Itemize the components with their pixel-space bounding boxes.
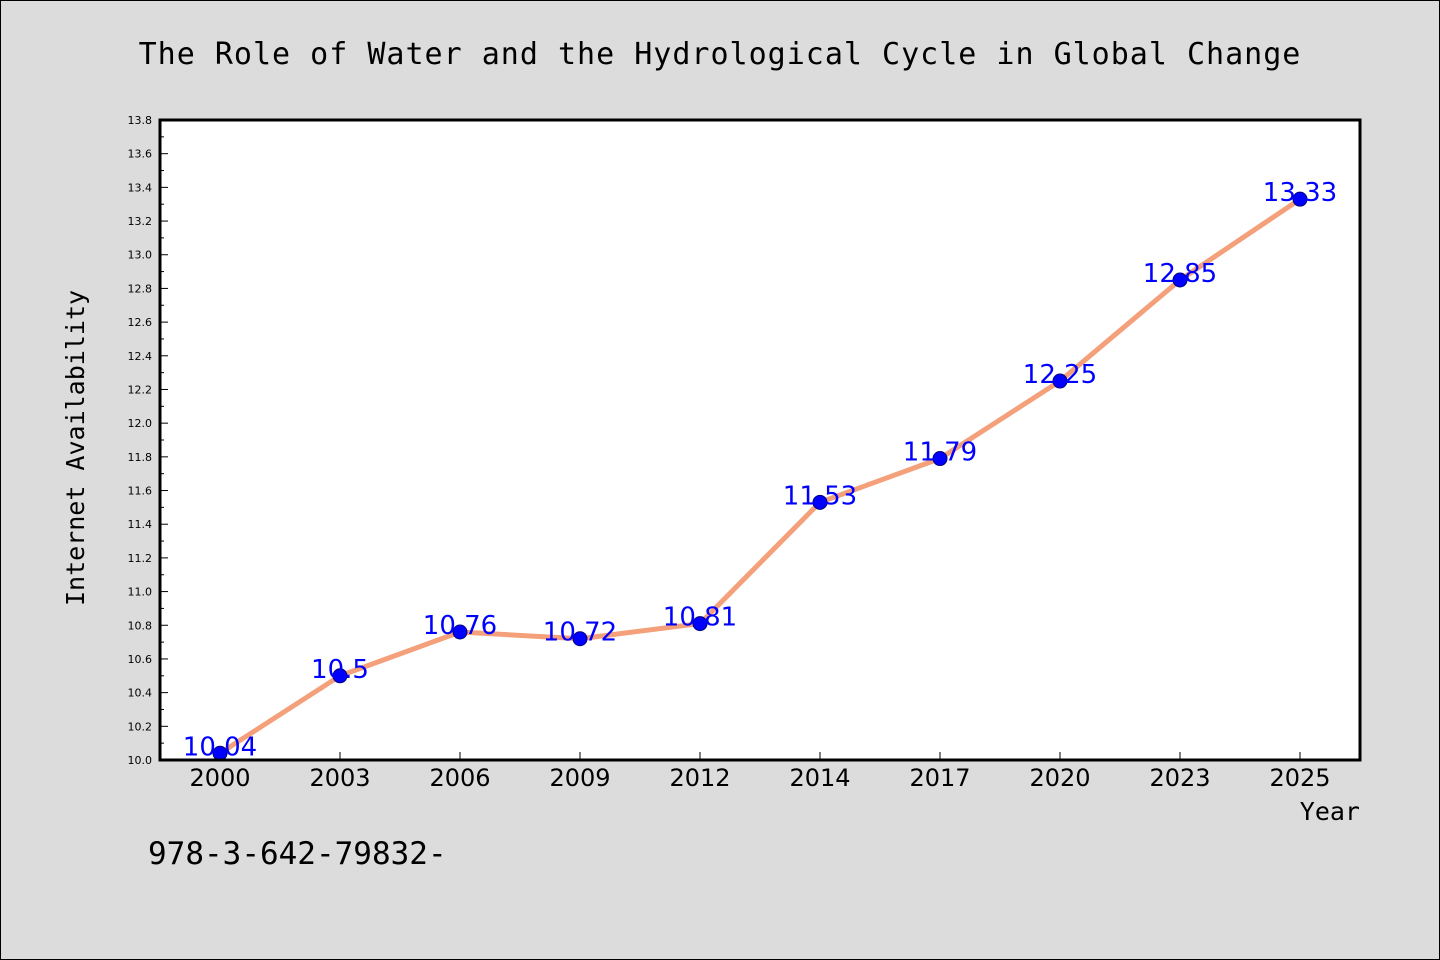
data-point <box>1292 191 1308 207</box>
data-point <box>1052 373 1068 389</box>
series-line <box>217 196 1303 756</box>
data-label: 10.76 <box>423 611 497 641</box>
y-axis-ticks: 10.0 10.2 10.4 10.6 10.8 11.0 11.2 11.4 11.6 11.8… <box>128 114 168 767</box>
data-point <box>692 616 708 632</box>
y-tick-label: 13.8 <box>128 114 153 127</box>
x-tick-label: 2020 <box>1029 764 1090 792</box>
x-axis-label: Year <box>1300 797 1360 826</box>
y-tick-label: 13.2 <box>128 215 153 228</box>
data-label: 10.04 <box>183 732 257 762</box>
x-tick-label: 2025 <box>1269 764 1330 792</box>
y-tick-label: 13.0 <box>128 249 153 262</box>
y-tick-label: 12.6 <box>128 316 153 329</box>
y-tick-label: 12.4 <box>128 350 153 363</box>
y-tick-label: 13.4 <box>128 181 153 194</box>
data-label: 12.25 <box>1023 360 1097 390</box>
y-tick-label: 10.2 <box>128 720 153 733</box>
y-tick-label: 12.0 <box>128 417 153 430</box>
y-tick-label: 10.8 <box>128 619 153 632</box>
plot-area <box>160 120 1360 760</box>
y-tick-label: 11.6 <box>128 485 153 498</box>
y-tick-label: 11.2 <box>128 552 153 565</box>
x-tick-label: 2009 <box>549 764 610 792</box>
x-axis-ticks: 2000 2003 2006 2009 2012 2014 2017 2020 2023 2025 <box>189 752 1331 792</box>
data-labels: 10.04 10.5 10.76 10.72 10.81 11.53 11.79 12.25 1… <box>183 178 1337 762</box>
x-tick-label: 2006 <box>429 764 490 792</box>
data-label: 13.33 <box>1263 178 1337 208</box>
data-label: 11.79 <box>903 438 977 468</box>
footnote: 978-3-642-79832- <box>148 836 447 872</box>
y-tick-label: 12.2 <box>128 383 153 396</box>
data-point <box>1172 272 1188 288</box>
x-tick-label: 2017 <box>909 764 970 792</box>
y-tick-label: 10.0 <box>128 754 153 767</box>
data-label: 10.5 <box>311 655 369 685</box>
y-tick-label: 12.8 <box>128 282 153 295</box>
data-label: 10.72 <box>543 618 617 648</box>
data-point <box>452 624 468 640</box>
x-tick-label: 2000 <box>189 764 250 792</box>
data-point <box>932 451 948 467</box>
data-label: 11.53 <box>783 481 857 511</box>
y-tick-label: 11.8 <box>128 451 153 464</box>
chart-title: The Role of Water and the Hydrological C… <box>139 37 1302 72</box>
y-tick-label: 11.4 <box>128 518 153 531</box>
y-tick-label: 11.0 <box>128 586 153 599</box>
data-label: 10.81 <box>663 603 737 633</box>
x-tick-label: 2012 <box>669 764 730 792</box>
y-axis-label: Internet Availability <box>61 290 90 606</box>
x-tick-label: 2023 <box>1149 764 1210 792</box>
series-markers <box>212 191 1308 761</box>
data-point <box>572 631 588 647</box>
x-tick-label: 2003 <box>309 764 370 792</box>
plot-border <box>158 118 1362 762</box>
data-point <box>812 494 828 510</box>
y-tick-label: 13.6 <box>128 148 153 161</box>
x-tick-label: 2014 <box>789 764 850 792</box>
y-tick-label: 10.6 <box>128 653 153 666</box>
data-label: 12.85 <box>1143 259 1217 289</box>
y-tick-label: 10.4 <box>128 687 153 700</box>
data-point <box>332 668 348 684</box>
